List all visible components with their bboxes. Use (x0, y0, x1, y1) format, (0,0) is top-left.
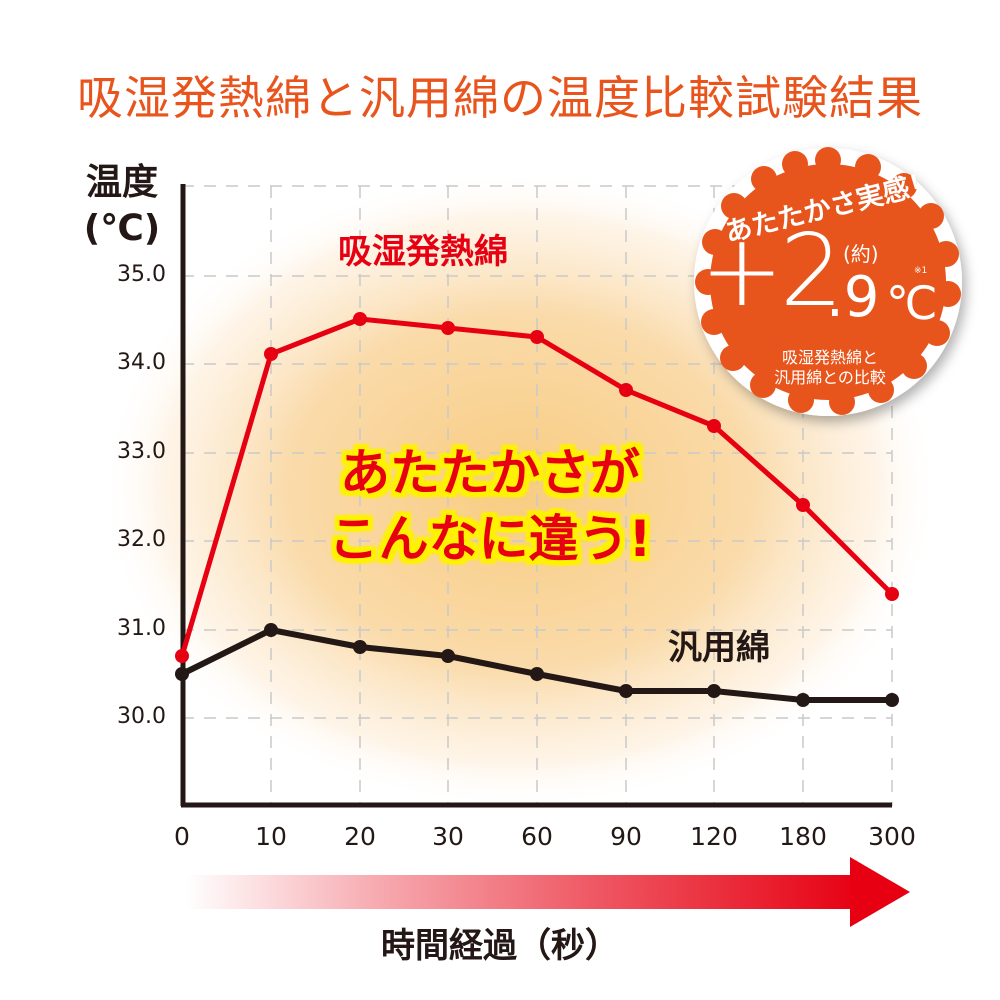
badge-footnote: ※1 (914, 266, 928, 276)
callout-text: あたたかさが こんなに違う! (300, 440, 680, 572)
series-label-general: 汎用綿 (668, 628, 770, 668)
badge-approx: (約) (843, 242, 879, 266)
y-tick: 34.0 (117, 350, 166, 375)
x-tick: 300 (868, 822, 916, 851)
series-moisture-line (175, 312, 899, 663)
y-axis-label-line2: (℃) (83, 208, 161, 249)
y-tick: 31.0 (117, 616, 166, 641)
badge-scalloped-edge (710, 164, 946, 400)
badge-value-decimal: .9 (826, 265, 880, 330)
x-tick: 20 (344, 822, 376, 851)
x-tick: 0 (174, 822, 190, 851)
x-tick: 10 (255, 822, 287, 851)
y-tick: 33.0 (117, 439, 166, 464)
y-tick: 32.0 (117, 527, 166, 552)
x-tick: 30 (432, 822, 464, 851)
time-arrow (185, 857, 910, 927)
grid (182, 185, 893, 806)
badge-value-main: +2 (700, 212, 843, 329)
x-tick: 90 (610, 822, 642, 851)
y-tick: 30.0 (117, 704, 166, 729)
chart-title: 吸湿発熱綿と汎用綿の温度比較試験結果 (77, 71, 923, 125)
x-tick: 180 (779, 822, 827, 851)
series-general-line (175, 623, 899, 707)
x-tick: 120 (690, 822, 738, 851)
x-tick: 60 (521, 822, 553, 851)
result-badge (694, 147, 962, 416)
x-axis-title: 時間経過（秒） (381, 926, 619, 966)
y-axis-label: 温度 (℃) (72, 160, 172, 252)
callout-line2: こんなに違う! (328, 510, 652, 568)
series-label-moisture: 吸湿発熱綿 (338, 232, 508, 272)
callout-line1: あたたかさが (340, 444, 640, 502)
y-tick: 35.0 (117, 262, 166, 287)
badge-sub-line1: 吸湿発熱綿と (781, 348, 878, 367)
badge-sub-line2: 汎用綿との比較 (774, 368, 886, 387)
y-axis-label-line1: 温度 (85, 162, 158, 203)
axes (180, 184, 892, 808)
badge-unit: ℃ (886, 276, 938, 330)
